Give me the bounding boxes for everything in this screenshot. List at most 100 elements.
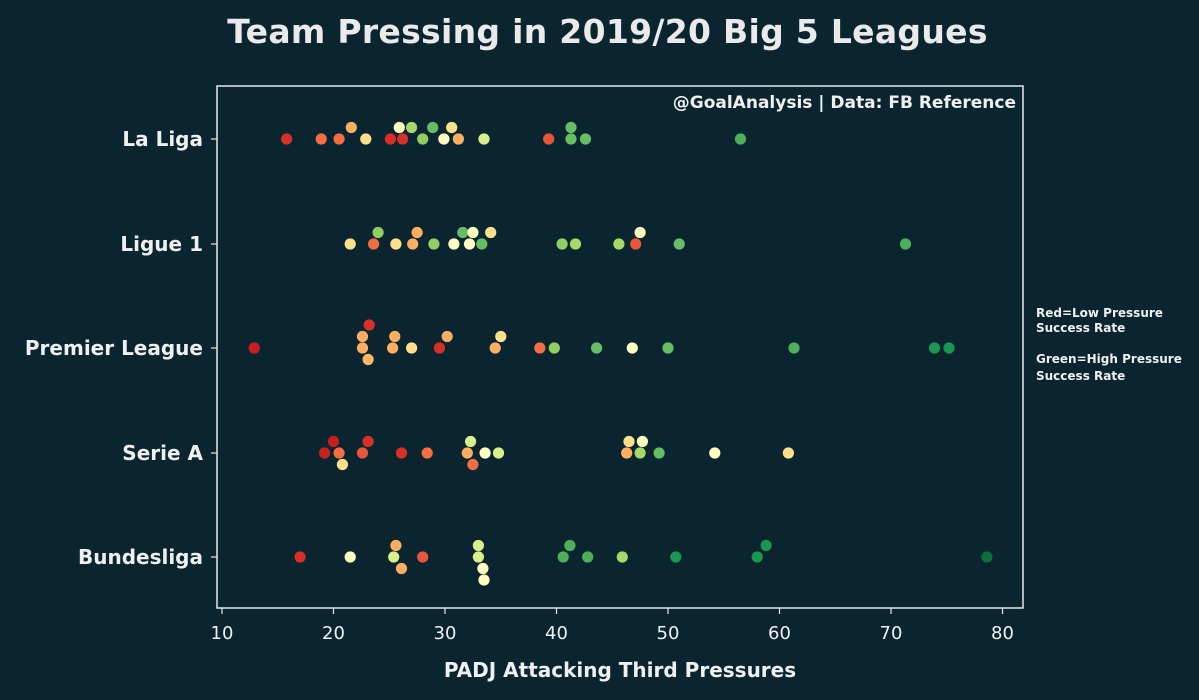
data-point [417, 551, 429, 563]
data-point [579, 133, 592, 145]
data-point [495, 330, 507, 343]
category-label: Bundesliga [78, 545, 203, 569]
data-point [461, 447, 473, 459]
data-point [395, 447, 408, 459]
data-point [476, 238, 488, 250]
data-point [472, 539, 484, 552]
data-point [582, 551, 594, 563]
color-legend-note: Red=Low Pressure Success Rate Green=High… [1036, 306, 1182, 383]
data-point [368, 238, 380, 250]
data-point [565, 121, 577, 134]
data-point [591, 342, 603, 354]
data-point [441, 330, 453, 343]
data-point [393, 121, 405, 134]
x-tick-label: 30 [434, 623, 457, 644]
data-point [344, 551, 356, 563]
data-point [360, 133, 372, 145]
data-point [327, 435, 340, 448]
data-point [281, 133, 293, 145]
plot-frame [216, 85, 1024, 609]
legend-note-line: Success Rate [1036, 321, 1125, 335]
data-point [613, 238, 625, 250]
data-point [943, 342, 955, 354]
data-point [248, 342, 260, 354]
data-point [433, 342, 445, 354]
league-series [248, 319, 955, 366]
credit-text: @GoalAnalysis | Data: FB Reference [673, 93, 1016, 113]
data-point [981, 551, 993, 563]
data-point [448, 238, 460, 250]
data-point [734, 133, 747, 145]
category-label: Ligue 1 [120, 232, 203, 256]
data-point [395, 562, 408, 575]
x-tick-label: 20 [322, 623, 345, 644]
data-point [670, 551, 682, 563]
data-point [457, 226, 469, 239]
data-point [662, 342, 674, 354]
data-point [315, 133, 327, 145]
x-axis-title: PADJ Attacking Third Pressures [444, 658, 796, 682]
legend-note-line: Green=High Pressure [1036, 352, 1182, 366]
data-point [636, 435, 649, 448]
x-tick-label: 60 [768, 623, 791, 644]
data-point [452, 133, 464, 145]
data-point [390, 539, 402, 552]
data-point [623, 435, 635, 448]
data-point [384, 133, 396, 145]
data-point [548, 342, 560, 354]
data-point [336, 458, 348, 471]
data-point [673, 238, 685, 250]
data-point [928, 342, 941, 354]
data-point [630, 238, 642, 250]
x-tick-label: 10 [211, 623, 234, 644]
category-label: Premier League [25, 336, 203, 360]
data-point [467, 226, 479, 239]
data-point [356, 447, 369, 459]
data-point [333, 447, 345, 459]
data-point [356, 342, 369, 354]
data-point [406, 121, 418, 134]
data-point [565, 133, 577, 145]
data-point [556, 238, 568, 250]
data-point [387, 342, 399, 354]
data-point [421, 447, 433, 459]
category-label: Serie A [122, 441, 203, 465]
data-point [407, 238, 419, 250]
data-point [626, 342, 638, 354]
data-point [372, 226, 384, 239]
data-point [356, 330, 369, 343]
data-point [782, 447, 795, 459]
data-point [621, 447, 633, 459]
data-point [417, 133, 429, 145]
league-series [294, 539, 993, 586]
legend-note-line: Success Rate [1036, 369, 1125, 383]
x-tick-label: 70 [880, 623, 903, 644]
data-point [564, 539, 576, 552]
x-tick-label: 80 [991, 623, 1014, 644]
data-point [388, 551, 400, 563]
data-point [390, 238, 402, 250]
data-point [653, 447, 665, 459]
league-series [281, 121, 747, 145]
data-point [467, 458, 479, 471]
data-point [465, 435, 477, 448]
data-point [319, 447, 331, 459]
data-point [477, 562, 489, 575]
data-point [472, 551, 484, 563]
data-point [478, 133, 490, 145]
data-point [428, 238, 440, 250]
data-point [427, 121, 439, 134]
data-point [485, 226, 497, 239]
data-point [479, 447, 491, 459]
data-point [389, 330, 401, 343]
legend-note-line: Red=Low Pressure [1036, 306, 1163, 320]
data-point [362, 435, 374, 448]
data-point [557, 551, 569, 563]
data-point [534, 342, 546, 354]
data-point [333, 133, 345, 145]
data-point [569, 238, 582, 250]
data-point [438, 133, 450, 145]
y-axis: La Liga Ligue 1 Premier League Serie A Bunde… [25, 127, 217, 569]
data-point [489, 342, 501, 354]
